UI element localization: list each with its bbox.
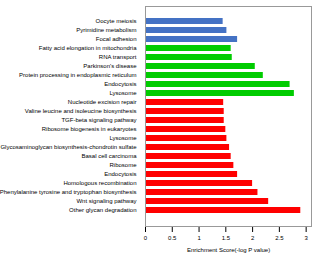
svg-text:Protein processing in endoplas: Protein processing in endoplasmic reticu… [19, 72, 136, 78]
svg-text:Homologous recombination: Homologous recombination [63, 180, 136, 186]
svg-text:Ribosome: Ribosome [109, 162, 137, 168]
svg-text:Fatty acid elongation in mitoc: Fatty acid elongation in mitochondria [39, 45, 137, 51]
svg-text:Endocytosis: Endocytosis [104, 171, 136, 177]
svg-text:Pyrimidine metabolism: Pyrimidine metabolism [76, 27, 136, 33]
svg-text:0: 0 [144, 235, 148, 241]
svg-text:Focal adhesion: Focal adhesion [96, 36, 137, 42]
svg-text:Oocyte meiosis: Oocyte meiosis [95, 18, 136, 24]
svg-text:Valine leucine and isoleucine: Valine leucine and isoleucine biosynthes… [25, 108, 137, 114]
svg-text:Other glycan degradation: Other glycan degradation [69, 207, 136, 213]
svg-text:Lysosome: Lysosome [109, 135, 137, 141]
svg-text:Enrichment Score(-log P value): Enrichment Score(-log P value) [187, 247, 270, 253]
svg-text:Basal cell carcinoma: Basal cell carcinoma [81, 153, 137, 159]
svg-text:Phenylalanine tyrosine and try: Phenylalanine tyrosine and tryptophan bi… [0, 189, 137, 195]
svg-text:0.5: 0.5 [168, 235, 177, 241]
svg-text:Ribosome biogenesis in eukaryo: Ribosome biogenesis in eukaryotes [42, 126, 137, 132]
svg-text:Glycosaminoglycan biosynthesis: Glycosaminoglycan biosynthesis-chondroti… [0, 144, 137, 150]
svg-text:Endocytosis: Endocytosis [104, 81, 136, 87]
svg-text:3: 3 [304, 235, 308, 241]
svg-text:RNA transport: RNA transport [99, 54, 137, 60]
svg-text:2.5: 2.5 [275, 235, 284, 241]
svg-text:1.5: 1.5 [222, 235, 231, 241]
svg-text:Parkinson's disease: Parkinson's disease [83, 63, 137, 69]
svg-text:Wnt signaling pathway: Wnt signaling pathway [76, 198, 136, 204]
svg-text:1: 1 [197, 235, 201, 241]
svg-text:Nucleotide excision repair: Nucleotide excision repair [68, 99, 137, 105]
svg-text:Lysosome: Lysosome [109, 90, 137, 96]
svg-text:TGF-beta signaling pathway: TGF-beta signaling pathway [61, 117, 136, 123]
svg-text:2: 2 [251, 235, 255, 241]
